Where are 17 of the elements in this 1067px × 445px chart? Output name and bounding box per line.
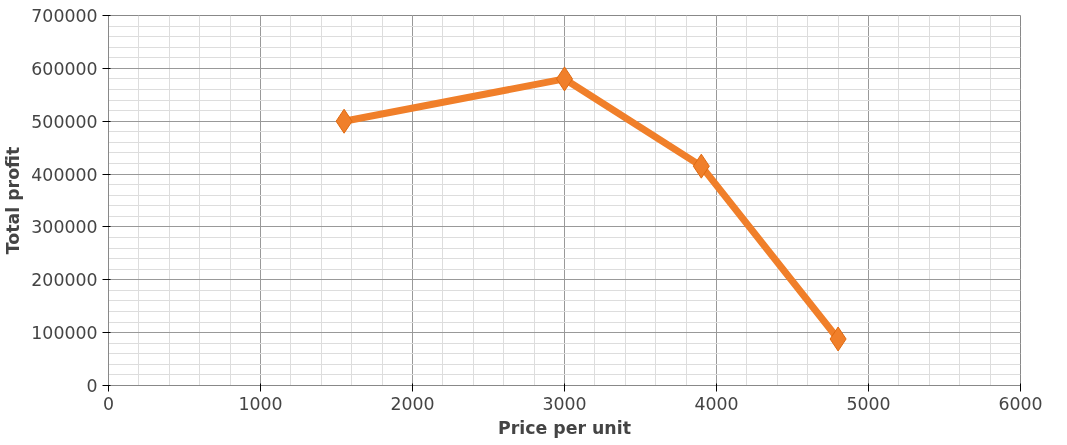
x-tick-label: 5000 xyxy=(846,393,891,414)
y-tick-label: 700000 xyxy=(31,6,98,26)
y-tick-label: 100000 xyxy=(31,323,98,344)
y-tick-label: 0 xyxy=(86,376,98,396)
x-tick-label: 4000 xyxy=(694,393,739,414)
y-tick-label: 200000 xyxy=(31,270,98,291)
y-tick-label: 500000 xyxy=(31,111,98,132)
y-tick-label: 600000 xyxy=(31,58,98,79)
y-tick-label: 400000 xyxy=(31,164,98,185)
x-tick-label: 6000 xyxy=(998,393,1043,414)
x-axis-title: Price per unit xyxy=(498,417,631,438)
y-tick-label: 300000 xyxy=(31,217,98,238)
y-axis-title: Total profit xyxy=(3,146,24,255)
x-tick-label: 1000 xyxy=(238,393,283,414)
x-tick-label: 0 xyxy=(102,393,115,414)
x-tick-label: 2000 xyxy=(390,393,435,414)
x-tick-label: 3000 xyxy=(542,393,587,414)
